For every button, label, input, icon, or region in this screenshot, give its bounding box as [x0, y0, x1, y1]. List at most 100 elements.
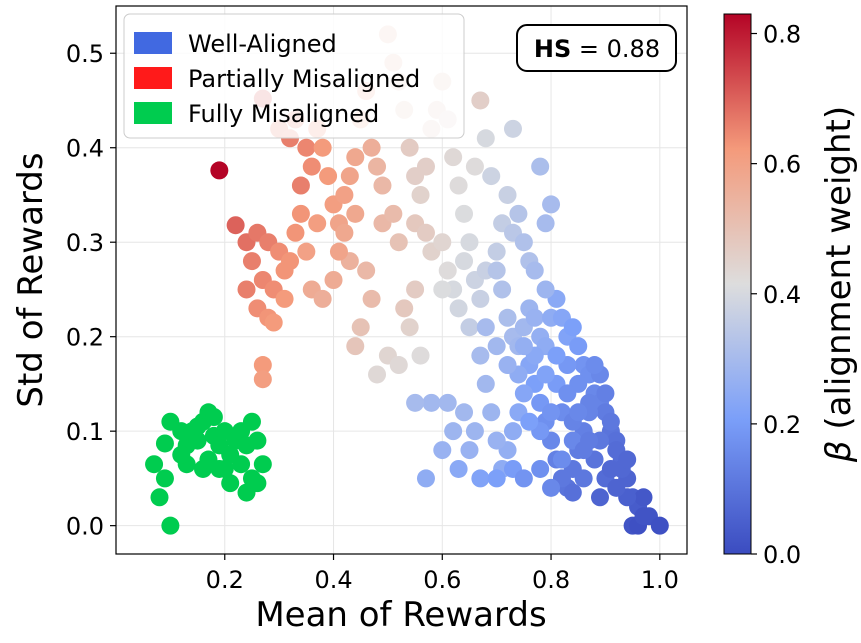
point-well-aligned — [601, 459, 620, 478]
point-partially-misaligned — [281, 252, 300, 271]
legend-label-fully-misaligned: Fully Misaligned — [188, 100, 379, 128]
point-partially-misaligned — [444, 148, 463, 167]
legend-frame — [123, 13, 465, 139]
point-well-aligned — [438, 393, 457, 412]
point-well-aligned — [525, 261, 544, 280]
point-partially-misaligned — [313, 138, 332, 157]
point-partially-misaligned — [226, 216, 245, 235]
point-well-aligned — [542, 478, 561, 497]
point-partially-misaligned — [389, 233, 408, 252]
point-well-aligned — [542, 195, 561, 214]
point-well-aligned — [514, 337, 533, 356]
point-well-aligned — [569, 337, 588, 356]
x-tick-label: 1.0 — [641, 566, 679, 594]
y-axis-label: Std of Rewards — [11, 152, 51, 407]
point-fully-misaligned — [248, 431, 267, 450]
point-well-aligned — [465, 422, 484, 441]
hs-annotation: HS = 0.88 — [516, 24, 677, 72]
point-partially-misaligned — [384, 204, 403, 223]
colorbar-tick-label: 0.4 — [763, 281, 801, 309]
point-partially-misaligned — [476, 129, 495, 148]
point-well-aligned — [531, 157, 550, 176]
point-fully-misaligned — [221, 474, 240, 493]
point-fully-misaligned — [155, 434, 174, 453]
point-well-aligned — [634, 507, 653, 526]
point-partially-misaligned — [389, 356, 408, 375]
point-well-aligned — [487, 337, 506, 356]
point-partially-misaligned — [498, 185, 517, 204]
point-fully-misaligned — [188, 417, 207, 436]
point-well-aligned — [580, 431, 599, 450]
point-well-aligned — [590, 488, 609, 507]
point-well-aligned — [536, 280, 555, 299]
point-partially-misaligned — [319, 167, 338, 186]
point-well-aligned — [558, 384, 577, 403]
point-well-aligned — [460, 441, 479, 460]
point-fully-misaligned — [204, 408, 223, 426]
point-partially-misaligned — [264, 313, 283, 332]
point-well-aligned — [487, 469, 506, 488]
point-partially-misaligned — [395, 299, 414, 318]
point-partially-misaligned — [438, 261, 457, 280]
point-fully-misaligned — [150, 488, 169, 507]
legend: Well-Aligned Partially Misaligned Fully … — [123, 13, 465, 139]
y-axis-ticks: 0.0 0.1 0.2 0.3 0.4 0.5 — [66, 40, 116, 541]
point-partially-misaligned — [487, 242, 506, 261]
point-partially-misaligned — [368, 157, 387, 176]
point-well-aligned — [422, 393, 441, 412]
colorbar-ticks: 0.0 0.2 0.4 0.6 0.8 — [751, 21, 801, 569]
x-tick-label: 0.8 — [532, 566, 570, 594]
point-well-aligned — [618, 450, 637, 469]
x-axis-ticks: 0.2 0.4 0.6 0.8 1.0 — [206, 554, 679, 594]
point-partially-misaligned — [455, 204, 474, 223]
point-fully-misaligned — [215, 459, 234, 478]
point-fully-misaligned — [155, 469, 174, 488]
point-well-aligned — [552, 450, 571, 469]
point-partially-misaligned — [286, 223, 305, 242]
point-partially-misaligned — [329, 242, 348, 261]
point-well-aligned — [455, 403, 474, 422]
point-well-aligned — [607, 478, 626, 497]
legend-swatch-well-aligned — [134, 32, 172, 54]
plot-frame — [115, 5, 688, 555]
legend-swatch-partially-misaligned — [134, 67, 172, 89]
colorbar-tick-label: 0.2 — [763, 411, 801, 439]
point-partially-misaligned — [449, 299, 468, 318]
point-partially-misaligned — [302, 157, 321, 176]
hs-annotation-bold: HS — [534, 35, 571, 63]
point-well-aligned — [476, 318, 495, 337]
point-well-aligned — [585, 356, 604, 375]
point-partially-misaligned — [460, 318, 479, 337]
point-well-aligned — [596, 384, 615, 403]
y-tick-label: 0.2 — [66, 324, 104, 352]
point-partially-misaligned — [362, 289, 381, 308]
point-partially-misaligned — [237, 280, 256, 299]
point-partially-misaligned — [503, 119, 522, 138]
x-tick-label: 0.4 — [314, 566, 352, 594]
point-fully-misaligned — [145, 455, 164, 474]
colorbar-tick-label: 0.6 — [763, 151, 801, 179]
legend-swatch-fully-misaligned — [134, 102, 172, 124]
point-well-aligned — [471, 346, 490, 365]
colorbar-label-text: (alignment weight) — [819, 106, 859, 441]
hs-annotation-text: HS = 0.88 — [534, 35, 660, 63]
point-well-aligned — [569, 403, 588, 422]
point-well-aligned — [542, 403, 561, 422]
point-partially-misaligned — [346, 148, 365, 167]
point-well-aligned — [498, 356, 517, 375]
point-fully-misaligned — [248, 474, 267, 493]
legend-label-well-aligned: Well-Aligned — [188, 30, 337, 58]
point-partially-misaligned — [460, 233, 479, 252]
point-well-aligned — [482, 403, 501, 422]
point-partially-misaligned — [297, 242, 316, 261]
point-partially-misaligned — [357, 261, 376, 280]
point-well-aligned — [563, 318, 582, 337]
point-fully-misaligned — [199, 450, 218, 469]
point-well-aligned — [471, 469, 490, 488]
point-partially-misaligned — [416, 223, 435, 242]
point-partially-misaligned — [346, 204, 365, 223]
point-well-aligned — [531, 459, 550, 478]
point-partially-misaligned — [253, 356, 272, 375]
point-partially-misaligned — [275, 289, 294, 308]
